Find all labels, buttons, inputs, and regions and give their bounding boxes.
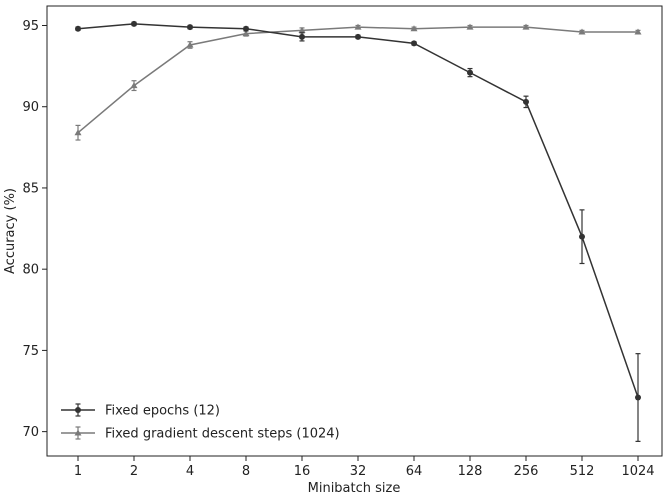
data-point	[355, 33, 361, 40]
data-point	[131, 20, 137, 27]
data-point	[74, 129, 82, 136]
data-point	[635, 394, 641, 401]
legend-label-fixed-epochs: Fixed epochs (12)	[105, 404, 220, 419]
x-tick-label: 8	[242, 464, 250, 479]
x-tick-label: 2	[130, 464, 138, 479]
data-point	[522, 23, 530, 30]
data-point	[354, 23, 362, 30]
series-fixed-epochs	[75, 20, 641, 442]
y-tick-label: 85	[22, 181, 39, 196]
x-tick-label: 16	[294, 464, 311, 479]
legend: Fixed epochs (12) Fixed gradient descent…	[61, 403, 340, 442]
series-line-fixed-gd-steps	[77, 26, 638, 134]
data-point	[411, 40, 417, 47]
legend-label-fixed-gd-steps: Fixed gradient descent steps (1024)	[105, 427, 340, 442]
data-point	[579, 233, 585, 240]
legend-marker-fixed-epochs	[75, 407, 81, 413]
data-point	[299, 33, 305, 40]
x-tick-label: 512	[570, 464, 595, 479]
data-point	[578, 28, 586, 35]
x-tick-label: 128	[458, 464, 483, 479]
data-point	[523, 98, 529, 105]
y-tick-label: 80	[22, 263, 39, 278]
y-tick-label: 95	[22, 19, 39, 34]
data-point	[186, 41, 194, 48]
x-axis-label: Minibatch size	[308, 481, 401, 496]
x-tick-label: 256	[514, 464, 539, 479]
x-tick-label: 32	[350, 464, 367, 479]
legend-item-fixed-gd-steps: Fixed gradient descent steps (1024)	[61, 426, 340, 442]
series-line-fixed-epochs	[77, 23, 639, 398]
data-point	[75, 25, 81, 32]
series-fixed-gd-steps	[74, 23, 642, 141]
plot-area-frame	[46, 5, 663, 457]
data-point	[187, 24, 193, 31]
data-point	[242, 30, 250, 37]
legend-marker-fixed-gd-steps	[74, 429, 82, 436]
y-tick-label: 90	[22, 100, 39, 115]
y-axis-label: Accuracy (%)	[3, 188, 18, 274]
x-tick-label: 1	[74, 464, 82, 479]
series-layer	[74, 20, 642, 442]
data-point	[243, 25, 249, 32]
x-tick-label: 1024	[621, 464, 654, 479]
x-axis-ticks: 1 2 4 8 16 32 64 128 256 512 1024	[74, 456, 655, 479]
data-point	[130, 82, 138, 89]
data-point	[467, 69, 473, 76]
y-axis-ticks: 70 75 80 85 90 95	[22, 19, 47, 440]
data-point	[410, 25, 418, 32]
data-point	[298, 26, 306, 33]
x-tick-label: 4	[186, 464, 194, 479]
legend-item-fixed-epochs: Fixed epochs (12)	[61, 403, 220, 419]
data-point	[466, 23, 474, 30]
x-tick-label: 64	[406, 464, 423, 479]
data-point	[634, 28, 642, 35]
y-tick-label: 70	[22, 425, 39, 440]
y-tick-label: 75	[22, 344, 39, 359]
